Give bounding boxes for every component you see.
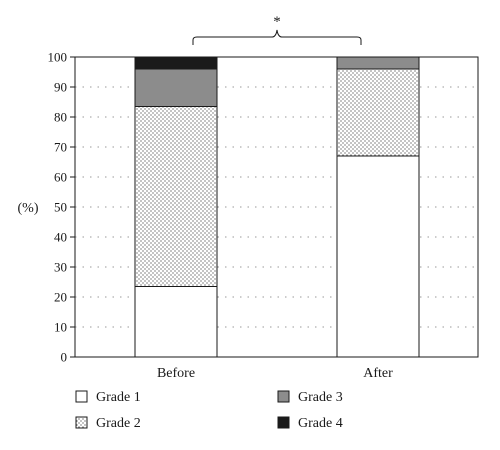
y-tick-label-70: 70 (54, 140, 67, 155)
legend-swatch-grade-1 (75, 390, 88, 403)
bars (134, 56, 420, 358)
legend-label-grade-1: Grade 1 (96, 390, 141, 405)
y-tick-label-100: 100 (48, 50, 68, 65)
y-tick-label-0: 0 (61, 350, 68, 365)
y-tick-label-30: 30 (54, 260, 67, 275)
legend-label-grade-4: Grade 4 (298, 416, 343, 431)
y-tick-label-40: 40 (54, 230, 67, 245)
tick-labels: 0 10 20 30 40 50 60 70 80 90 100 (%) Before After (18, 50, 394, 382)
axes (70, 56, 479, 358)
significance-marker: * (273, 14, 281, 30)
significance-bracket (192, 29, 362, 45)
y-axis-label: (%) (18, 201, 39, 216)
legend-swatch-grade-4 (277, 416, 290, 429)
significance-annotation: * (192, 14, 362, 45)
bar-before-grade-3 (134, 68, 218, 107)
y-tick-label-60: 60 (54, 170, 67, 185)
y-tick-label-90: 90 (54, 80, 67, 95)
y-tick-label-20: 20 (54, 290, 67, 305)
legend: Grade 1 Grade 2 Grade 3 Grade 4 (75, 390, 343, 431)
bar-after-grade-2 (336, 68, 420, 157)
legend-swatch-grade-3 (277, 390, 290, 403)
bar-after-grade-1 (336, 155, 420, 358)
bar-after-grade-3 (336, 56, 420, 70)
legend-swatch-grade-2 (75, 416, 88, 429)
bar-before-grade-4 (134, 56, 218, 70)
bar-before-grade-1 (134, 286, 218, 358)
bar-before-grade-2 (134, 106, 218, 287)
category-label-after: After (363, 366, 393, 381)
category-label-before: Before (157, 366, 195, 381)
y-tick-label-50: 50 (54, 200, 67, 215)
y-tick-label-10: 10 (54, 320, 67, 335)
y-tick-label-80: 80 (54, 110, 67, 125)
legend-label-grade-2: Grade 2 (96, 416, 141, 431)
legend-label-grade-3: Grade 3 (298, 390, 343, 405)
